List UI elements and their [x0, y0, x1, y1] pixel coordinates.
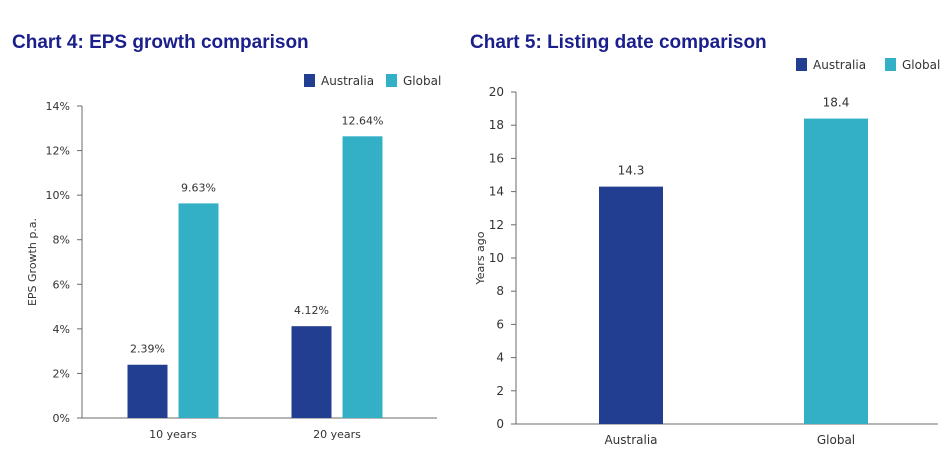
- bar-australia: [291, 326, 332, 418]
- y-tick-label: 10%: [46, 189, 70, 202]
- chart-panel-listing: Chart 5: Listing date comparison 0 2 4 6 8 10…: [470, 0, 952, 454]
- legend-label: Australia: [813, 58, 866, 72]
- bar-global: [804, 118, 868, 424]
- eps-growth-chart: 0% 2% 4% 6% 8% 10% 12% 14% EPS Growth p.a. 10 yea…: [26, 74, 441, 441]
- y-tick-label: 2: [496, 384, 504, 398]
- data-label: 14.3: [618, 164, 645, 178]
- y-tick-label: 12%: [46, 145, 70, 158]
- data-label: 4.12%: [294, 304, 329, 317]
- y-tick-label: 16: [489, 151, 504, 165]
- bar-global: [342, 136, 383, 418]
- legend-swatch: [304, 74, 315, 87]
- y-tick-label: 0%: [53, 412, 70, 425]
- legend-label: Australia: [321, 74, 374, 88]
- x-tick-label: 10 years: [149, 428, 197, 441]
- y-tick-label: 4: [496, 351, 504, 365]
- legend-swatch: [885, 58, 896, 71]
- data-label: 18.4: [823, 96, 850, 110]
- legend-label: Global: [403, 74, 441, 88]
- y-tick-label: 8: [496, 284, 504, 298]
- y-tick-label: 0: [496, 417, 504, 431]
- y-tick-label: 14%: [46, 100, 70, 113]
- y-axis-title: EPS Growth p.a.: [26, 218, 39, 306]
- x-tick-label: Australia: [604, 433, 657, 447]
- chart-title: Chart 5: Listing date comparison: [470, 32, 767, 53]
- y-tick-label: 6%: [53, 278, 70, 291]
- y-tick-label: 8%: [53, 234, 70, 247]
- data-label: 12.64%: [342, 114, 384, 127]
- legend-swatch: [796, 58, 807, 71]
- bar-australia: [127, 364, 168, 418]
- listing-date-chart: 0 2 4 6 8 10 12 14 16 18 20 Years ago Australia Globa…: [474, 58, 940, 447]
- chart-panel-eps: Chart 4: EPS growth comparison 0% 2% 4% 6% 8…: [0, 0, 470, 454]
- bar-global: [178, 203, 219, 418]
- y-tick-label: 12: [489, 218, 504, 232]
- legend-label: Global: [902, 58, 940, 72]
- y-tick-label: 2%: [53, 367, 70, 380]
- bar-australia: [599, 186, 663, 424]
- y-tick-label: 14: [489, 185, 504, 199]
- data-label: 2.39%: [130, 343, 165, 356]
- data-label: 9.63%: [181, 181, 216, 194]
- x-tick-label: 20 years: [313, 428, 361, 441]
- y-tick-label: 4%: [53, 323, 70, 336]
- x-tick-label: Global: [817, 433, 855, 447]
- legend-swatch: [386, 74, 397, 87]
- y-tick-label: 18: [489, 118, 504, 132]
- chart-title: Chart 4: EPS growth comparison: [12, 32, 309, 53]
- y-tick-label: 20: [489, 85, 504, 99]
- y-axis-title: Years ago: [474, 231, 487, 285]
- y-tick-label: 6: [496, 317, 504, 331]
- y-tick-label: 10: [489, 251, 504, 265]
